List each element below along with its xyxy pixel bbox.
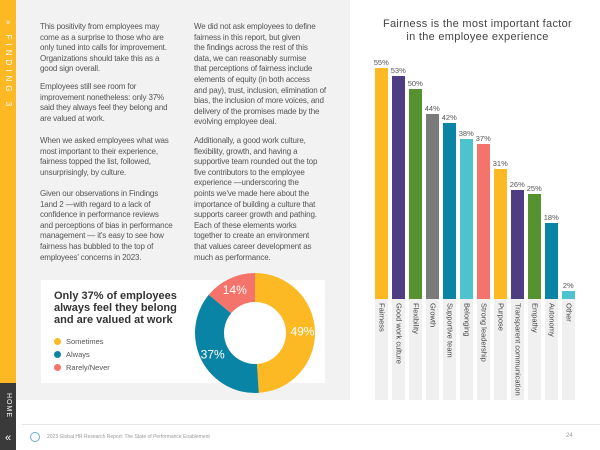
category-label: Purpose [496,303,506,331]
value-label: 25% [526,184,542,193]
donut-slice-sometimes [255,273,315,393]
donut-title: Only 37% of employees always feel they b… [54,290,177,326]
bar [494,168,507,299]
paragraph: Employees still see room for improvement… [40,82,168,123]
bar [511,189,524,299]
legend-dot [54,364,61,371]
bar [375,68,388,299]
footer-divider [22,424,600,425]
category-label-bg [375,299,388,400]
category-label-bg [460,299,473,400]
chart-title: Fairness is the most important factor in… [383,18,572,43]
bar [426,114,439,299]
paragraph: This positivity from employees may come … [40,22,167,74]
section-label[interactable]: » FINDING 3 [4,20,13,111]
bar [409,89,422,299]
category-label: Good work culture [394,303,404,364]
bar [460,139,473,299]
category-label: Empathy [530,303,540,333]
bar [477,143,490,299]
donut-value-label: 14% [223,283,247,297]
value-label: 38% [458,129,474,139]
donut-value-label: 37% [201,348,225,362]
paragraph: When we asked employees what was most im… [40,136,169,177]
legend-label: Always [66,350,90,359]
paragraph: Given our observations in Findings 1and … [40,189,173,262]
value-label: 18% [543,213,559,223]
value-label: 26% [509,179,525,189]
value-label: 2% [562,280,574,290]
value-label: 50% [407,79,423,88]
legend-dot [54,351,61,358]
donut-slice-always [195,294,259,393]
category-label-bg [494,299,507,400]
category-label: Autonomy [547,303,557,337]
logo-icon [30,432,40,442]
category-label: Transparent communication [513,303,523,396]
category-label: Flexibility [411,303,421,334]
chevron-left-double-icon[interactable]: « [4,432,12,444]
category-label-bg [528,299,541,400]
legend-item-rarely-never: Rarely/Never [54,363,110,372]
category-label: Growth [428,303,438,328]
value-label: 37% [475,133,491,143]
page-number: 24 [566,433,573,439]
category-label-bg [545,299,558,400]
donut-chart: 49% 37% 14% [195,273,315,393]
text-column-2: We did not ask employees to define fairn… [194,22,350,272]
category-label: Strong leadership [479,303,489,362]
value-label: 53% [390,66,406,76]
donut-value-label: 49% [290,325,314,339]
legend-label: Sometimes [66,337,104,346]
category-label-bg [477,299,490,400]
paragraph: Additionally, a good work culture, flexi… [194,136,318,262]
home-button[interactable]: HOME « [0,383,16,450]
value-label: 42% [441,112,457,122]
category-label-bg [562,299,575,400]
bar [562,290,575,299]
category-label-bg [443,299,456,400]
sidebar: » FINDING 3 HOME « [0,0,16,450]
category-label-bg [409,299,422,400]
bar [443,122,456,299]
paragraph: We did not ask employees to define fairn… [194,22,326,127]
home-label[interactable]: HOME [5,393,12,418]
legend-item-always: Always [54,350,90,359]
footer-text: 2023 Global HR Research Report: The Stat… [47,434,210,440]
category-label: Supportive team [445,303,455,358]
value-label: 44% [424,104,440,114]
bar [392,76,405,299]
category-label-bg [426,299,439,400]
category-label: Belonging [462,303,472,337]
donut-slice-rarely-never [208,273,255,314]
legend-item-sometimes: Sometimes [54,337,104,346]
value-label: 55% [373,58,389,67]
category-label-bg [392,299,405,400]
bar [545,223,558,299]
text-column-1: This positivity from employees may come … [40,22,190,272]
category-label: Fairness [377,303,387,332]
legend-label: Rarely/Never [66,363,110,372]
category-label-bg [511,299,524,400]
value-label: 31% [492,158,508,168]
legend-dot [54,338,61,345]
bar [528,194,541,299]
category-label: Other [564,303,574,322]
